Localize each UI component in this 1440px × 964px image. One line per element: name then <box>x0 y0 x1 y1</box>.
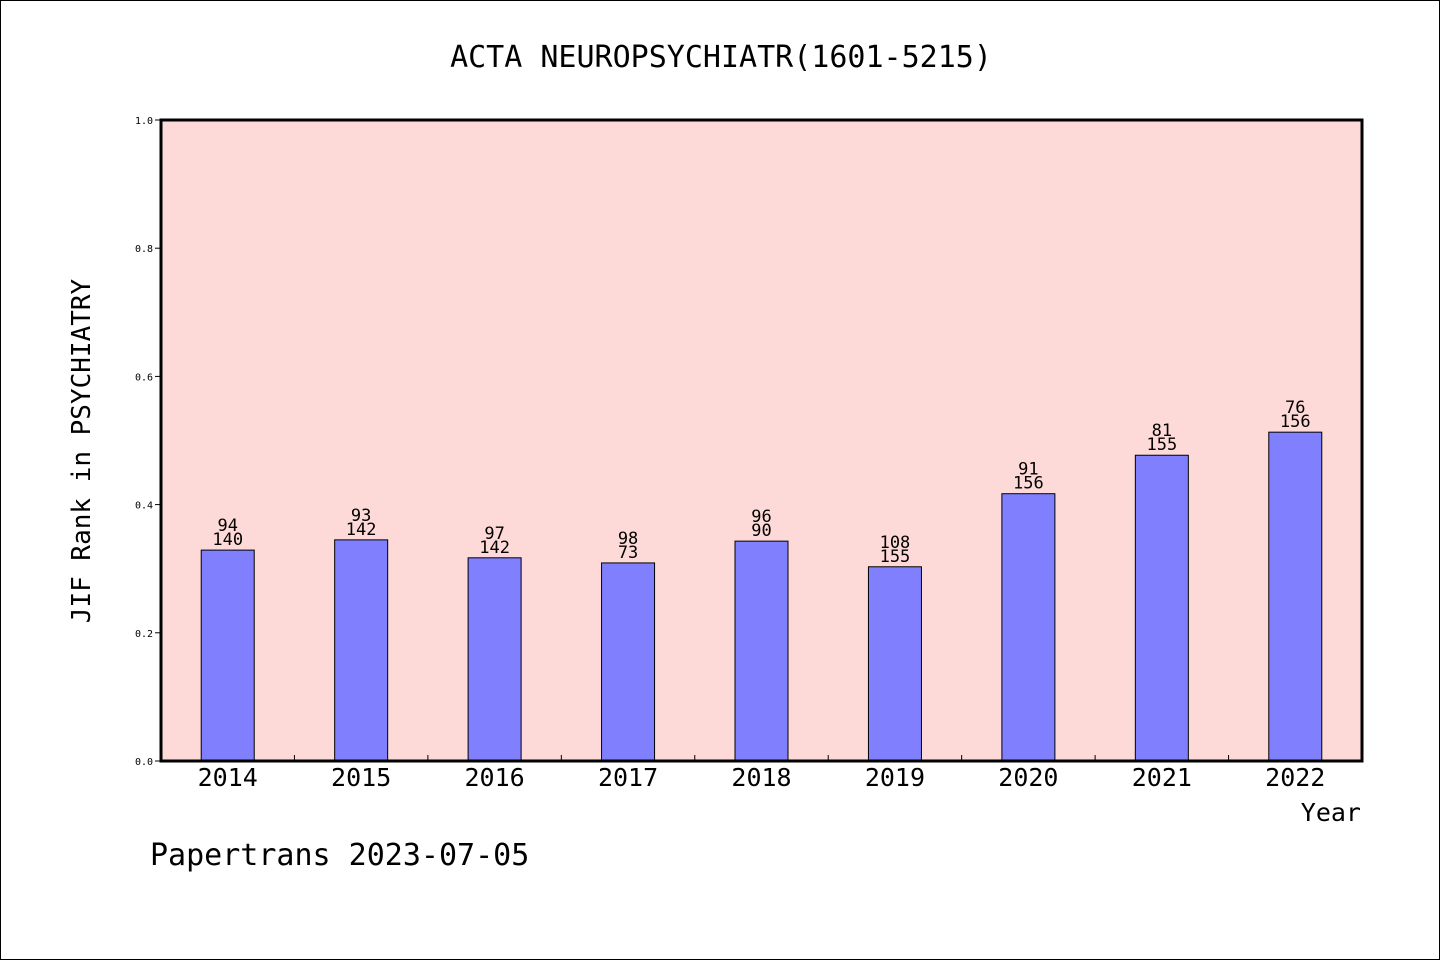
x-axis-label: Year <box>1301 798 1361 827</box>
x-tick-label: 2015 <box>331 763 391 792</box>
bar-2018 <box>734 540 789 762</box>
bar-rank-label: 96 <box>751 507 771 527</box>
bar-2017 <box>601 562 656 762</box>
bar-2020 <box>1001 493 1056 762</box>
x-tick-label: 2021 <box>1132 763 1192 792</box>
x-tick-label: 2018 <box>731 763 791 792</box>
bar-2016 <box>467 557 522 762</box>
bar-total-label: 73 <box>618 543 638 563</box>
chart-title: ACTA NEUROPSYCHIATR(1601-5215) <box>450 40 992 75</box>
bar-rank-label: 98 <box>618 529 638 549</box>
x-tick-label: 2019 <box>865 763 925 792</box>
bar-2019 <box>867 566 922 762</box>
bar-rank-label: 108 <box>880 533 911 553</box>
footer-text: Papertrans 2023-07-05 <box>150 838 529 873</box>
bar-total-label: 142 <box>346 520 377 540</box>
y-tick-label: 0.6 <box>135 372 153 383</box>
x-tick-label: 2016 <box>465 763 525 792</box>
plot-border <box>159 118 1364 763</box>
bar-rank-label: 97 <box>484 524 504 544</box>
y-tick-label: 0.0 <box>135 757 153 768</box>
bar-rank-label: 91 <box>1018 460 1038 480</box>
x-tick-label: 2020 <box>998 763 1058 792</box>
bar-rank-label: 76 <box>1285 398 1305 418</box>
bar-2014 <box>200 549 255 762</box>
x-tick-label: 2014 <box>198 763 258 792</box>
bar-2021 <box>1134 454 1189 762</box>
bar-rank-label: 94 <box>217 516 237 536</box>
y-tick-label: 0.2 <box>135 629 153 640</box>
bar-rank-label: 93 <box>351 506 371 526</box>
y-tick-label: 0.4 <box>135 501 153 512</box>
bar-2022 <box>1268 431 1323 762</box>
x-tick-label: 2017 <box>598 763 658 792</box>
bar-total-label: 156 <box>1013 474 1044 494</box>
y-axis-label: JIF Rank in PSYCHIATRY <box>67 278 97 623</box>
y-tick-label: 0.8 <box>135 244 153 255</box>
bar-total-label: 155 <box>1146 435 1177 455</box>
bar-total-label: 140 <box>212 530 243 550</box>
bar-rank-label: 81 <box>1152 421 1172 441</box>
bar-total-label: 155 <box>880 547 911 567</box>
x-tick-label: 2022 <box>1265 763 1325 792</box>
bar-total-label: 156 <box>1280 412 1311 432</box>
bar-total-label: 142 <box>479 538 510 558</box>
y-tick-label: 1.0 <box>135 116 153 127</box>
bar-total-label: 90 <box>751 521 771 541</box>
bar-2015 <box>334 539 389 762</box>
